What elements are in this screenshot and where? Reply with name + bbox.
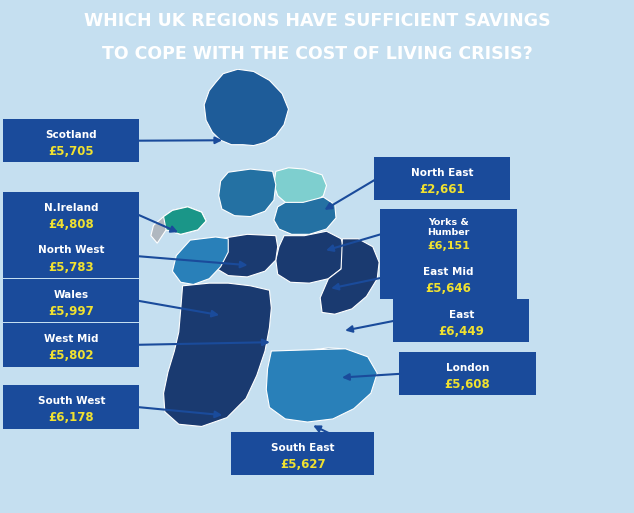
Polygon shape xyxy=(151,207,206,243)
Text: Yorks &: Yorks & xyxy=(428,218,469,227)
FancyBboxPatch shape xyxy=(231,432,374,475)
Text: East: East xyxy=(448,309,474,320)
FancyBboxPatch shape xyxy=(399,352,536,396)
Text: £2,661: £2,661 xyxy=(420,183,465,196)
Polygon shape xyxy=(307,348,354,377)
Text: £5,802: £5,802 xyxy=(49,349,94,362)
Text: N.Ireland: N.Ireland xyxy=(44,203,98,213)
Text: South East: South East xyxy=(271,443,335,452)
FancyBboxPatch shape xyxy=(3,119,139,163)
Polygon shape xyxy=(216,234,278,277)
Polygon shape xyxy=(274,168,327,205)
Text: £4,808: £4,808 xyxy=(48,219,94,231)
Polygon shape xyxy=(276,231,346,283)
FancyBboxPatch shape xyxy=(3,385,139,429)
Text: London: London xyxy=(446,363,489,373)
FancyBboxPatch shape xyxy=(3,192,139,235)
Text: North West: North West xyxy=(38,245,105,255)
Text: West Mid: West Mid xyxy=(44,334,98,344)
FancyBboxPatch shape xyxy=(380,209,517,258)
Text: WHICH UK REGIONS HAVE SUFFICIENT SAVINGS: WHICH UK REGIONS HAVE SUFFICIENT SAVINGS xyxy=(84,12,550,30)
Text: £5,783: £5,783 xyxy=(49,261,94,273)
Polygon shape xyxy=(274,197,336,234)
Text: Scotland: Scotland xyxy=(46,130,97,140)
Polygon shape xyxy=(204,69,288,146)
Text: Humber: Humber xyxy=(427,228,470,237)
Text: Wales: Wales xyxy=(54,290,89,300)
Text: £5,997: £5,997 xyxy=(48,305,94,318)
Text: £5,627: £5,627 xyxy=(280,458,325,471)
Text: North East: North East xyxy=(411,168,474,177)
Text: TO COPE WITH THE COST OF LIVING CRISIS?: TO COPE WITH THE COST OF LIVING CRISIS? xyxy=(101,45,533,63)
Text: South West: South West xyxy=(37,396,105,406)
Text: £5,646: £5,646 xyxy=(425,282,472,295)
Polygon shape xyxy=(219,169,276,216)
FancyBboxPatch shape xyxy=(393,299,529,342)
Text: £5,608: £5,608 xyxy=(444,378,491,391)
Polygon shape xyxy=(164,207,206,234)
Polygon shape xyxy=(266,349,377,422)
Text: £6,178: £6,178 xyxy=(49,411,94,424)
Text: £6,151: £6,151 xyxy=(427,241,470,251)
FancyBboxPatch shape xyxy=(3,323,139,367)
Text: £6,449: £6,449 xyxy=(438,325,484,338)
Text: £5,705: £5,705 xyxy=(49,145,94,158)
FancyBboxPatch shape xyxy=(3,234,139,278)
FancyBboxPatch shape xyxy=(374,156,510,200)
Polygon shape xyxy=(172,237,228,285)
Text: East Mid: East Mid xyxy=(424,267,474,277)
Polygon shape xyxy=(164,283,271,426)
Polygon shape xyxy=(320,239,379,314)
FancyBboxPatch shape xyxy=(3,279,139,322)
FancyBboxPatch shape xyxy=(380,255,517,299)
